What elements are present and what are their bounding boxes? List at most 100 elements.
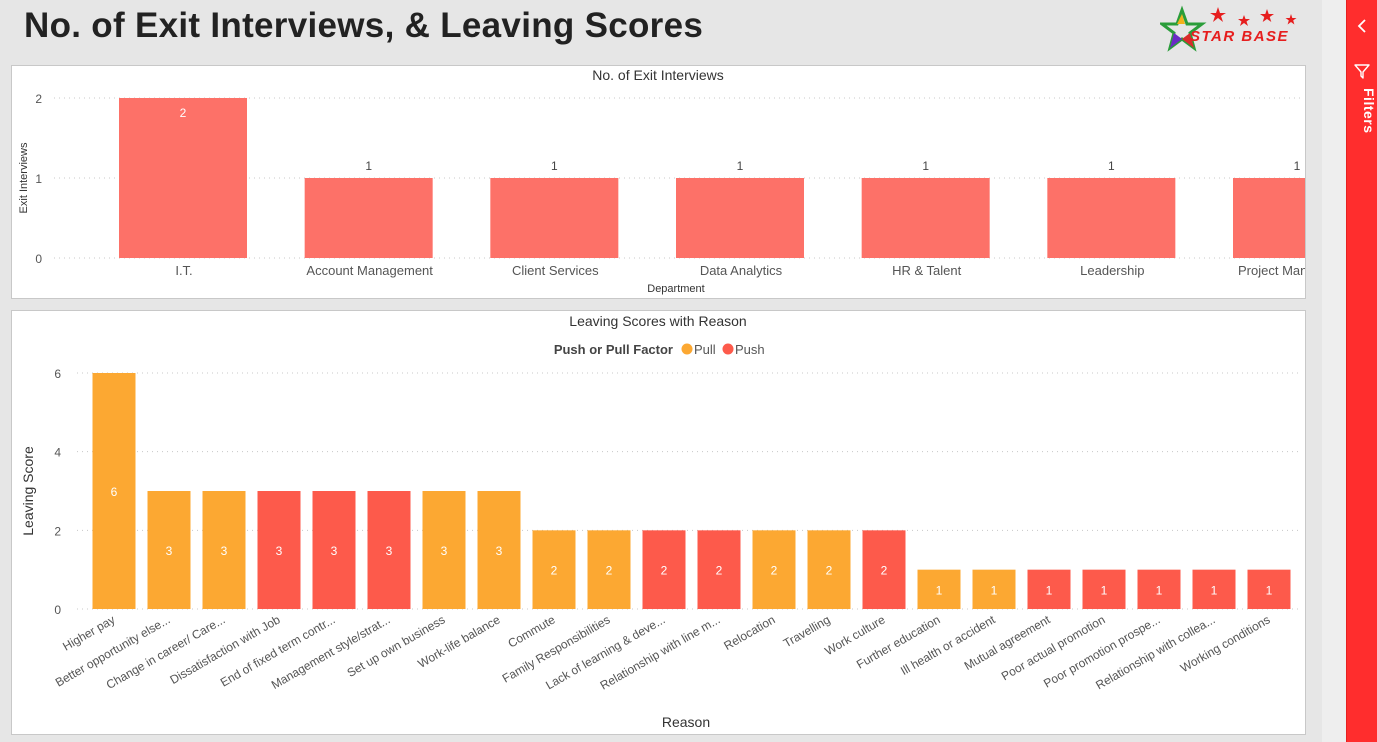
x-tick-label: Ill health or accident xyxy=(898,612,998,678)
x-tick-label: Relocation xyxy=(721,612,777,652)
bar xyxy=(1137,569,1181,609)
bar xyxy=(1192,569,1236,609)
legend-swatch xyxy=(681,343,693,355)
x-tick-label: Leadership xyxy=(1080,263,1144,278)
bar xyxy=(312,491,356,609)
y-axis-title: Exit Interviews xyxy=(18,142,30,213)
bar xyxy=(304,178,433,258)
x-axis-title: Reason xyxy=(662,714,710,730)
data-label: 3 xyxy=(441,544,448,558)
data-label: 1 xyxy=(551,159,558,173)
y-tick-label: 0 xyxy=(35,252,42,266)
bar xyxy=(642,530,686,609)
bar xyxy=(676,178,804,258)
bar xyxy=(587,530,631,609)
bar xyxy=(147,491,191,609)
data-label: 2 xyxy=(826,564,833,578)
bar xyxy=(752,530,796,609)
y-tick-label: 4 xyxy=(54,446,61,460)
data-label: 1 xyxy=(1156,583,1163,597)
x-tick-label: Account Management xyxy=(306,263,433,278)
data-label: 1 xyxy=(737,159,744,173)
bar xyxy=(697,530,741,609)
data-label: 1 xyxy=(1294,159,1301,173)
logo-small-star xyxy=(1210,7,1226,22)
legend-title: Push or Pull Factor xyxy=(554,342,673,357)
data-label: 2 xyxy=(551,564,558,578)
exit-interviews-chart-card[interactable]: No. of Exit Interviews 0 1 2 Exit Interviews… xyxy=(11,65,1306,299)
data-label: 2 xyxy=(716,564,723,578)
x-tick-label: Working conditions xyxy=(1178,612,1273,675)
logo-small-star xyxy=(1260,9,1274,22)
x-tick-label: Project Management xyxy=(1238,263,1305,278)
bar xyxy=(477,491,521,609)
chart-title: No. of Exit Interviews xyxy=(592,67,724,83)
logo-wordmark: STAR BASE xyxy=(1190,28,1289,45)
bar xyxy=(422,491,466,609)
bar xyxy=(202,491,246,609)
x-tick-label: HR & Talent xyxy=(892,263,962,278)
logo-small-star xyxy=(1285,14,1297,25)
data-label: 1 xyxy=(991,583,998,597)
data-label: 2 xyxy=(606,564,613,578)
filters-label[interactable]: Filters xyxy=(1361,88,1377,134)
chart-title: Leaving Scores with Reason xyxy=(569,313,746,329)
bar xyxy=(367,491,411,609)
y-axis-title: Leaving Score xyxy=(20,446,36,536)
bar xyxy=(807,530,851,609)
x-axis-title: Department xyxy=(647,283,704,295)
y-tick-label: 2 xyxy=(35,92,42,106)
data-label: 2 xyxy=(881,564,888,578)
bar xyxy=(917,569,961,609)
data-label: 3 xyxy=(276,544,283,558)
bar xyxy=(119,98,247,258)
y-tick-label: 0 xyxy=(54,603,61,617)
bar xyxy=(92,373,136,609)
data-label: 1 xyxy=(1108,159,1115,173)
bar xyxy=(1233,178,1305,258)
leaving-scores-chart: Leaving Scores with Reason Push or Pull F… xyxy=(20,313,1300,730)
bar xyxy=(257,491,301,609)
data-label: 1 xyxy=(365,159,372,173)
filters-pane[interactable]: Filters xyxy=(1346,0,1377,742)
bar xyxy=(1247,569,1291,609)
star-base-logo: STAR BASE xyxy=(1160,5,1297,52)
x-tick-label: Data Analytics xyxy=(700,263,783,278)
funnel-icon xyxy=(1354,64,1370,79)
legend-item-label: Pull xyxy=(694,342,716,357)
exit-interviews-chart: No. of Exit Interviews 0 1 2 Exit Interviews… xyxy=(18,67,1305,295)
data-label: 1 xyxy=(1266,583,1273,597)
x-tick-label: Set up own business xyxy=(345,612,448,679)
bar xyxy=(490,178,619,258)
data-label: 1 xyxy=(936,583,943,597)
bar xyxy=(1027,569,1071,609)
leaving-scores-chart-card[interactable]: Leaving Scores with Reason Push or Pull F… xyxy=(11,310,1306,735)
page-scrollbar[interactable] xyxy=(1322,0,1346,742)
data-label: 2 xyxy=(771,564,778,578)
y-tick-label: 6 xyxy=(54,367,61,381)
bar xyxy=(862,530,906,609)
data-label: 1 xyxy=(1046,583,1053,597)
bar xyxy=(1047,178,1176,258)
data-label: 2 xyxy=(661,564,668,578)
bar xyxy=(1082,569,1126,609)
legend-item-label: Push xyxy=(735,342,765,357)
data-label: 1 xyxy=(1211,583,1218,597)
data-label: 1 xyxy=(1101,583,1108,597)
x-tick-label: I.T. xyxy=(175,263,192,278)
bar xyxy=(861,178,990,258)
data-label: 3 xyxy=(221,544,228,558)
data-label: 6 xyxy=(111,485,118,499)
data-label: 2 xyxy=(180,106,187,120)
chevron-left-icon[interactable] xyxy=(1347,14,1377,38)
data-label: 3 xyxy=(166,544,173,558)
x-tick-label: Client Services xyxy=(512,263,599,278)
y-tick-label: 2 xyxy=(54,524,61,538)
logo-small-star xyxy=(1238,15,1250,26)
bar xyxy=(532,530,576,609)
legend-swatch xyxy=(722,343,734,355)
data-label: 3 xyxy=(331,544,338,558)
data-label: 3 xyxy=(386,544,393,558)
bar xyxy=(972,569,1016,609)
data-label: 1 xyxy=(922,159,929,173)
